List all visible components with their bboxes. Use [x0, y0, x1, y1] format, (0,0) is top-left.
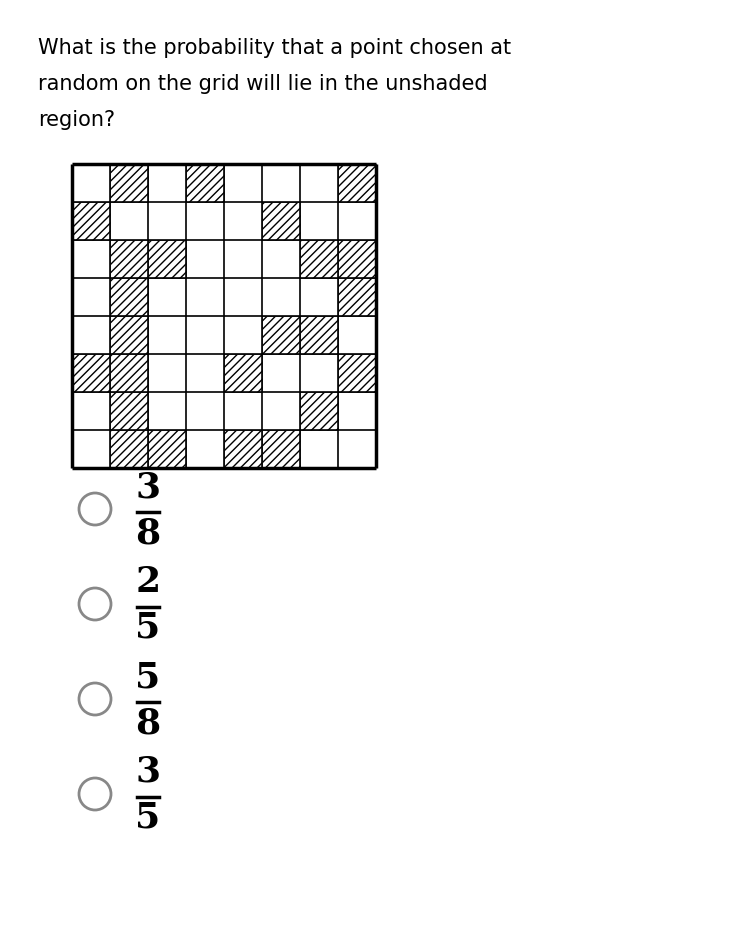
Bar	[110, 316, 148, 354]
Bar	[300, 393, 338, 431]
Bar	[110, 278, 148, 316]
Bar	[300, 393, 338, 431]
Bar	[110, 354, 148, 393]
Text: region?: region?	[38, 110, 116, 130]
Bar	[72, 354, 110, 393]
Bar	[110, 316, 148, 354]
Bar	[338, 354, 376, 393]
Bar	[110, 240, 148, 278]
Bar	[148, 431, 186, 469]
Bar	[338, 278, 376, 316]
Bar	[262, 316, 300, 354]
Bar	[262, 316, 300, 354]
Bar	[148, 431, 186, 469]
Bar	[148, 240, 186, 278]
Bar	[72, 354, 110, 393]
Bar	[186, 165, 224, 203]
Bar	[300, 316, 338, 354]
Text: 3: 3	[136, 754, 160, 788]
Bar	[224, 431, 262, 469]
Bar	[110, 431, 148, 469]
Text: 5: 5	[135, 800, 160, 834]
Bar	[338, 278, 376, 316]
Text: 3: 3	[136, 470, 160, 504]
Bar	[300, 240, 338, 278]
Bar	[338, 165, 376, 203]
Text: 5: 5	[135, 659, 160, 693]
Bar	[338, 240, 376, 278]
Bar	[300, 240, 338, 278]
Bar	[110, 240, 148, 278]
Bar	[224, 354, 262, 393]
Bar	[338, 240, 376, 278]
Text: 8: 8	[136, 705, 160, 740]
Bar	[110, 354, 148, 393]
Bar	[110, 431, 148, 469]
Text: random on the grid will lie in the unshaded: random on the grid will lie in the unsha…	[38, 74, 488, 94]
Text: 8: 8	[136, 515, 160, 549]
Bar	[72, 203, 110, 240]
Bar	[224, 354, 262, 393]
Text: 2: 2	[136, 564, 160, 599]
Bar	[300, 316, 338, 354]
Bar	[186, 165, 224, 203]
Bar	[262, 203, 300, 240]
Bar	[262, 431, 300, 469]
Bar	[338, 165, 376, 203]
Bar	[110, 393, 148, 431]
Bar	[110, 393, 148, 431]
Bar	[224, 431, 262, 469]
Bar	[110, 278, 148, 316]
Bar	[110, 165, 148, 203]
Bar	[338, 354, 376, 393]
Bar	[110, 165, 148, 203]
Bar	[148, 240, 186, 278]
Bar	[72, 203, 110, 240]
Text: What is the probability that a point chosen at: What is the probability that a point cho…	[38, 38, 512, 58]
Bar	[262, 431, 300, 469]
Text: 5: 5	[135, 611, 160, 644]
Bar	[262, 203, 300, 240]
